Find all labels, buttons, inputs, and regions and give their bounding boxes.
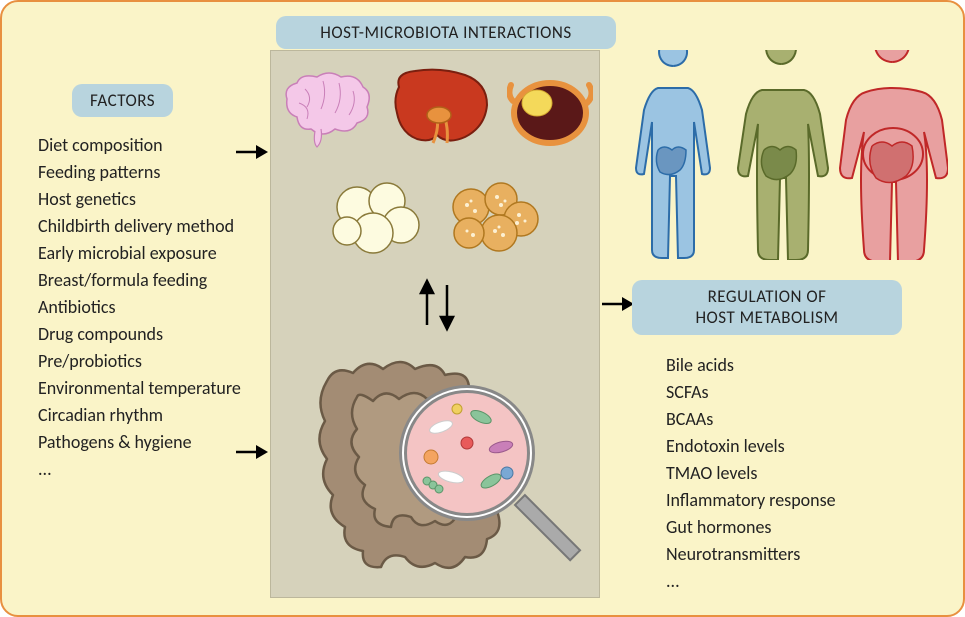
list-item: Environmental temperature [38, 375, 241, 402]
list-item: SCFAs [666, 379, 836, 406]
liver-icon [387, 65, 497, 155]
interactions-panel [270, 50, 600, 598]
regulation-list: Bile acids SCFAs BCAAs Endotoxin levels … [666, 352, 836, 595]
lean-body-icon [636, 50, 710, 258]
normal-body-icon [738, 50, 828, 260]
factors-title-label: FACTORS [72, 84, 173, 117]
bidirectional-arrow-icon [407, 275, 467, 335]
list-item: ... [666, 568, 836, 595]
list-item: Circadian rhythm [38, 402, 241, 429]
magnifier-icon [391, 377, 591, 587]
brain-icon [277, 69, 377, 151]
regulation-title-label: REGULATION OF HOST METABOLISM [632, 280, 902, 335]
white-adipose-icon [331, 181, 423, 259]
arrow-icon [234, 140, 270, 164]
brown-adipose-icon [447, 181, 543, 259]
regulation-title-line1: REGULATION OF [708, 286, 827, 307]
arrow-icon [234, 440, 270, 464]
list-item: Bile acids [666, 352, 836, 379]
list-item: Feeding patterns [38, 159, 241, 186]
regulation-title-line2: HOST METABOLISM [695, 307, 838, 328]
list-item: Inflammatory response [666, 487, 836, 514]
list-item: Childbirth delivery method [38, 213, 241, 240]
list-item: TMAO levels [666, 460, 836, 487]
arrow-icon [600, 292, 636, 316]
list-item: ... [38, 456, 241, 483]
list-item: Antibiotics [38, 294, 241, 321]
main-title-label: HOST-MICROBIOTA INTERACTIONS [276, 16, 616, 49]
obese-body-icon [840, 50, 948, 260]
list-item: Drug compounds [38, 321, 241, 348]
list-item: Pre/probiotics [38, 348, 241, 375]
list-item: BCAAs [666, 406, 836, 433]
list-item: Gut hormones [666, 514, 836, 541]
list-item: Breast/formula feeding [38, 267, 241, 294]
factors-list: Diet composition Feeding patterns Host g… [38, 132, 241, 483]
list-item: Host genetics [38, 186, 241, 213]
blood-vessel-icon [507, 73, 593, 151]
list-item: Early microbial exposure [38, 240, 241, 267]
list-item: Diet composition [38, 132, 241, 159]
list-item: Neurotransmitters [666, 541, 836, 568]
list-item: Endotoxin levels [666, 433, 836, 460]
list-item: Pathogens & hygiene [38, 429, 241, 456]
diagram-canvas: HOST-MICROBIOTA INTERACTIONS FACTORS Die… [0, 0, 965, 617]
body-silhouettes [618, 50, 948, 250]
